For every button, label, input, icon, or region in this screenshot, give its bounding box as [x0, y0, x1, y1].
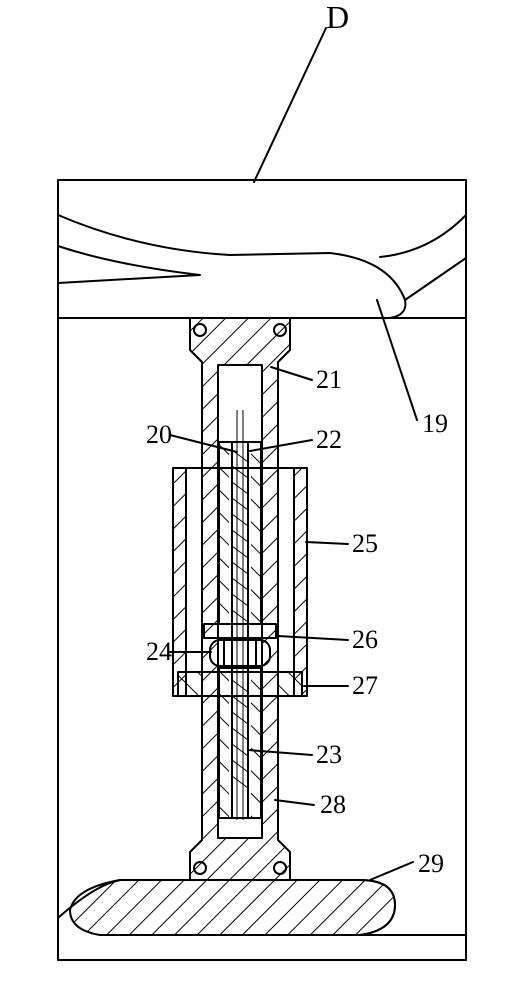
- leader-D: [254, 28, 326, 182]
- part-22-upper-slider: [219, 442, 261, 624]
- label-26: 26: [352, 625, 378, 654]
- label-20: 20: [146, 420, 172, 449]
- upper-context: [58, 215, 466, 318]
- patent-figure: D 19 21 20 22 25 26 24 27 23 28 29: [0, 0, 523, 1000]
- leader-28: [275, 800, 314, 805]
- label-24: 24: [146, 637, 172, 666]
- leader-26: [278, 636, 348, 640]
- part-21-bracket: [190, 318, 290, 880]
- label-22: 22: [316, 425, 342, 454]
- part-25-sleeve: [173, 468, 307, 696]
- part-23-lower-slider: [219, 668, 261, 818]
- label-27: 27: [352, 671, 378, 700]
- label-28: 28: [320, 790, 346, 819]
- leader-25: [306, 542, 348, 544]
- vertical-assembly: [173, 318, 307, 880]
- label-23: 23: [316, 740, 342, 769]
- label-25: 25: [352, 529, 378, 558]
- part-20-screw: [232, 410, 248, 820]
- leader-29: [370, 862, 413, 880]
- label-29: 29: [418, 849, 444, 878]
- part-27-collar: [178, 672, 302, 696]
- part-29-base: [58, 880, 466, 960]
- callouts-layer: D 19 21 20 22 25 26 24 27 23 28 29: [146, 0, 448, 880]
- label-21: 21: [316, 365, 342, 394]
- label-19: 19: [422, 409, 448, 438]
- label-D: D: [326, 0, 349, 35]
